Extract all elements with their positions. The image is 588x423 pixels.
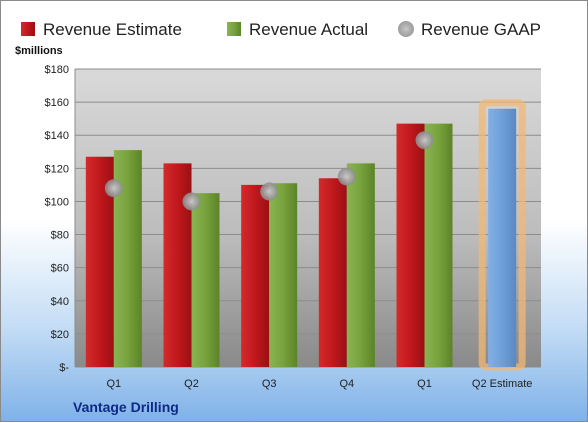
x-tick-label: Q3: [262, 378, 277, 390]
legend-label: Revenue Estimate: [43, 20, 182, 39]
legend-label: Revenue Actual: [249, 20, 368, 39]
marker-revenue-gaap: [337, 167, 356, 186]
y-tick-label: $20: [51, 329, 69, 341]
y-tick-label: $40: [51, 296, 69, 308]
marker-revenue-gaap: [415, 131, 434, 150]
legend-label: Revenue GAAP: [421, 20, 541, 39]
bar-forecast: [488, 108, 517, 367]
bar-revenue-estimate: [241, 184, 270, 367]
y-tick-label: $140: [45, 130, 69, 142]
x-tick-label: Q2: [184, 378, 199, 390]
legend-swatch-gaap: [398, 21, 414, 37]
y-tick-label: $180: [45, 64, 69, 76]
company-name: Vantage Drilling: [73, 399, 179, 415]
bar-revenue-actual: [191, 193, 220, 367]
bar-revenue-actual: [346, 163, 375, 367]
y-tick-label: $60: [51, 263, 69, 275]
y-tick-label: $100: [45, 196, 69, 208]
legend-swatch: [21, 22, 35, 36]
plot-area: [75, 69, 541, 367]
legend-swatch: [227, 22, 241, 36]
x-tick-label: Q1: [106, 378, 121, 390]
y-tick-label: $120: [45, 163, 69, 175]
x-tick-label: Q2 Estimate: [472, 378, 533, 390]
bar-revenue-actual: [424, 123, 453, 367]
x-tick-label: Q1: [417, 378, 432, 390]
marker-revenue-gaap: [182, 192, 201, 211]
y-tick-label: $-: [59, 362, 69, 374]
y-axis-unit: $millions: [15, 45, 63, 57]
bar-revenue-estimate: [318, 178, 347, 367]
y-tick-label: $80: [51, 230, 69, 242]
bar-revenue-actual: [269, 183, 298, 367]
y-tick-label: $160: [45, 97, 69, 109]
x-tick-label: Q4: [339, 378, 354, 390]
marker-revenue-gaap: [104, 179, 123, 198]
bar-revenue-estimate: [396, 123, 425, 367]
marker-revenue-gaap: [260, 182, 279, 201]
